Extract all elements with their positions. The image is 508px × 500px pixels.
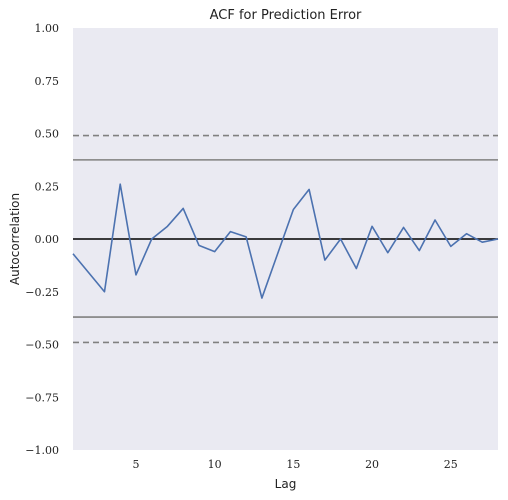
reference-lines xyxy=(73,134,498,344)
y-tick-label: 1.00 xyxy=(35,22,60,35)
x-tick-label: 5 xyxy=(132,458,139,471)
x-tick-label: 25 xyxy=(444,458,458,471)
x-axis-label: Lag xyxy=(275,477,297,491)
y-tick-labels: 1.00 0.75 0.50 0.25 0.00 −0.25 −0.50 −0.75 −1.00 xyxy=(25,22,59,457)
chart-title: ACF for Prediction Error xyxy=(210,8,362,23)
y-tick-label: −0.50 xyxy=(25,339,59,352)
x-tick-label: 20 xyxy=(365,458,379,471)
y-tick-label: −0.25 xyxy=(25,286,59,299)
x-tick-label: 15 xyxy=(286,458,300,471)
x-tick-labels: 5 10 15 20 25 xyxy=(132,458,457,471)
y-tick-label: −0.75 xyxy=(25,391,59,404)
y-axis-label: Autocorrelation xyxy=(8,193,22,285)
acf-series-line xyxy=(72,183,499,299)
y-tick-label: 0.25 xyxy=(35,180,60,193)
y-tick-label: 0.75 xyxy=(35,75,60,88)
y-tick-label: −1.00 xyxy=(25,444,59,457)
x-tick-label: 10 xyxy=(208,458,222,471)
y-tick-label: 0.50 xyxy=(35,128,60,141)
y-tick-label: 0.00 xyxy=(35,233,60,246)
series-layer xyxy=(72,183,499,299)
